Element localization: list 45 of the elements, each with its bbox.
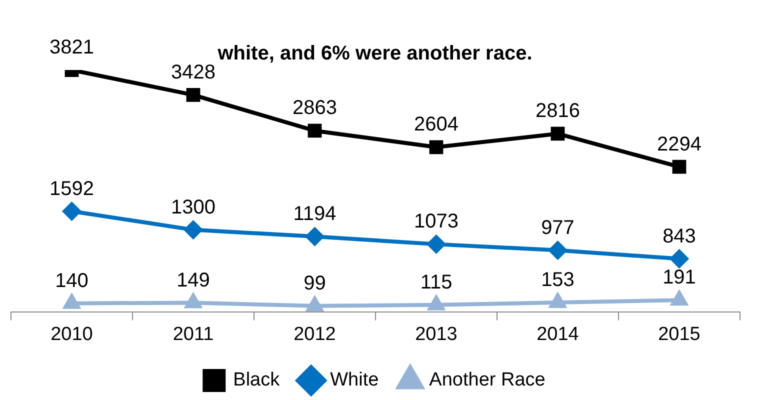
point [62, 202, 81, 220]
point [550, 294, 566, 308]
x-tick-label: 2013 [415, 324, 458, 345]
point [427, 235, 446, 254]
data-label: 2816 [536, 100, 580, 122]
data-label: 1300 [171, 196, 216, 218]
point [670, 250, 688, 268]
data-label: 149 [176, 269, 210, 292]
data-label: 99 [304, 272, 326, 294]
data-label: 115 [420, 271, 452, 294]
point [186, 88, 200, 102]
data-label: 140 [55, 270, 88, 292]
data-label: 2294 [657, 133, 702, 156]
x-tick-label: 2014 [536, 324, 580, 345]
chart-title: white, and 6% were another race. [216, 42, 532, 65]
point [64, 294, 80, 309]
legend-label: Another Race [429, 370, 546, 391]
point [548, 241, 567, 260]
data-label: 2604 [414, 114, 458, 136]
data-label: 843 [662, 225, 696, 248]
data-label: 1194 [293, 203, 336, 226]
x-tick-label: 2010 [50, 324, 93, 345]
point [428, 296, 444, 310]
data-label: 191 [662, 266, 696, 289]
legend-label: White [330, 370, 379, 391]
point [306, 228, 324, 246]
x-tick-label: 2012 [294, 324, 336, 345]
point [429, 140, 444, 154]
x-tick-label: 2011 [172, 324, 214, 345]
point [550, 126, 565, 141]
data-label: 2863 [292, 97, 337, 120]
point [671, 291, 688, 306]
legend-label: Black [233, 370, 280, 391]
point [306, 296, 323, 312]
point [308, 124, 322, 138]
data-label: 3428 [171, 61, 216, 84]
data-label: 1592 [50, 178, 94, 200]
x-tick-label: 2015 [658, 324, 700, 345]
data-label: 3821 [50, 36, 94, 59]
point [185, 294, 202, 308]
point [672, 160, 686, 174]
point [184, 220, 202, 239]
data-label: 153 [541, 269, 574, 292]
data-label: 977 [541, 216, 574, 239]
data-label: 1073 [414, 210, 458, 233]
